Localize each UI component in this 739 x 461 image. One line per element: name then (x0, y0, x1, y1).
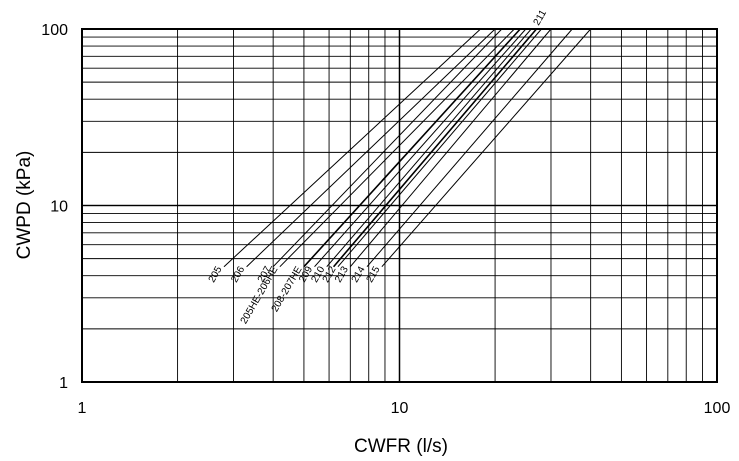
series-label: 215 (365, 264, 383, 284)
tick-labels: 1 10 100 1 10 100 (41, 22, 730, 417)
series-line (337, 28, 542, 268)
series-line (349, 28, 552, 268)
series-line (303, 28, 521, 268)
grid (81, 28, 718, 383)
y-tick-label: 10 (50, 199, 68, 216)
series-line (223, 28, 481, 268)
series-label: 206 (229, 264, 247, 284)
plot-frame (81, 28, 718, 383)
y-tick-label: 100 (41, 22, 68, 39)
series-line (381, 28, 592, 268)
series-label: 211 (532, 8, 550, 28)
series-label: 205 (207, 264, 225, 284)
y-tick-label: 1 (59, 375, 68, 392)
series-line (279, 28, 515, 268)
series-line (326, 28, 532, 268)
series-lines (223, 28, 592, 268)
x-tick-label: 100 (704, 400, 731, 417)
series-label: 213 (333, 264, 351, 284)
x-tick-label: 10 (391, 400, 409, 417)
series-line (332, 28, 538, 268)
series-line (314, 28, 527, 268)
series-line (246, 28, 496, 268)
series-line (272, 28, 503, 268)
x-tick-label: 1 (78, 400, 87, 417)
series-line (366, 28, 573, 268)
x-axis-label: CWFR (l/s) (354, 436, 448, 457)
series-label: 214 (350, 264, 368, 284)
y-axis-label: CWPD (kPa) (14, 151, 35, 260)
